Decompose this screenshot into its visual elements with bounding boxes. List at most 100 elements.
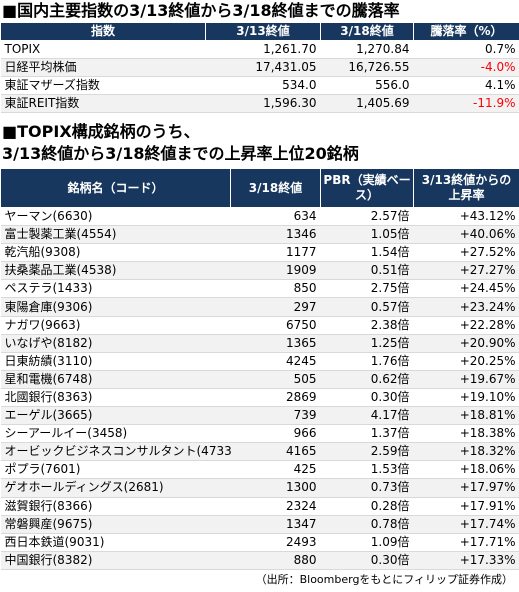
table-cell: 966	[230, 424, 321, 444]
table-cell: 0.28倍	[320, 497, 414, 516]
table-cell: TOPIX	[0, 40, 206, 59]
table-cell: 4165	[230, 442, 321, 462]
table-cell: 16,726.55	[320, 58, 414, 77]
table-cell: 850	[230, 279, 321, 299]
table-cell: 1.76倍	[320, 352, 414, 371]
table-cell: 1.25倍	[320, 334, 414, 353]
table-cell: 日経平均株価	[0, 58, 206, 77]
table-cell: 0.57倍	[320, 297, 414, 317]
table-cell: 0.7%	[413, 40, 519, 59]
table-cell: 4245	[230, 352, 321, 371]
table-cell: 505	[230, 370, 321, 389]
table-row: ゲオホールディングス(2681) 1300 0.73倍 +17.97%	[0, 478, 519, 498]
table-row: いなげや(8182) 1365 1.25倍 +20.90%	[0, 334, 519, 353]
table-cell: 2869	[230, 388, 321, 408]
table-cell: +40.06%	[413, 225, 519, 245]
table-row: 日経平均株価 17,431.05 16,726.55 -4.0%	[0, 58, 519, 77]
table-cell: 西日本鉄道(9031)	[0, 533, 231, 552]
table-cell: 0.51倍	[320, 261, 414, 281]
table-cell: 東証マザーズ指数	[0, 76, 206, 95]
table-cell: 2.59倍	[320, 442, 414, 462]
table-row: 日東紡績(3110) 4245 1.76倍 +20.25%	[0, 352, 519, 371]
table-cell: 1300	[230, 478, 321, 498]
table-row: TOPIX 1,261.70 1,270.84 0.7%	[0, 40, 519, 59]
table-cell: +18.06%	[413, 460, 519, 480]
table-cell: 739	[230, 406, 321, 426]
header-cell: 指数	[0, 22, 206, 41]
table-cell: ナガワ(9663)	[0, 316, 231, 335]
table-row: 北國銀行(8363) 2869 0.30倍 +19.10%	[0, 388, 519, 408]
table-cell: 1365	[230, 334, 321, 353]
table-cell: 日東紡績(3110)	[0, 352, 231, 371]
table-cell: 1347	[230, 515, 321, 534]
table-cell: +17.74%	[413, 515, 519, 534]
table-cell: 0.62倍	[320, 370, 414, 389]
table-cell: 1177	[230, 243, 321, 263]
table-row: 星和電機(6748) 505 0.62倍 +19.67%	[0, 370, 519, 389]
table-row: ナガワ(9663) 6750 2.38倍 +22.28%	[0, 316, 519, 335]
table-row: 常磐興産(9675) 1347 0.78倍 +17.74%	[0, 515, 519, 534]
table-cell: シーアールイー(3458)	[0, 424, 231, 444]
table-cell: 常磐興産(9675)	[0, 515, 231, 534]
table-row: 富士製薬工業(4554) 1346 1.05倍 +40.06%	[0, 225, 519, 245]
ranking-table: 銘柄名（コード） 3/18終値 PBR（実績ベース） 3/13終値からの上昇率 ヤーマン…	[0, 168, 519, 570]
table-row: 乾汽船(9308) 1177 1.54倍 +27.52%	[0, 243, 519, 263]
table-cell: 2493	[230, 533, 321, 552]
table-row: 滋賀銀行(8366) 2324 0.28倍 +17.91%	[0, 497, 519, 516]
table-cell: 534.0	[205, 76, 321, 95]
table-cell: -4.0%	[413, 58, 519, 77]
header-row: 指数 3/13終値 3/18終値 騰落率（%）	[0, 22, 519, 41]
table-cell: 星和電機(6748)	[0, 370, 231, 389]
header-cell: 3/18終値	[230, 168, 321, 208]
section-title: 3/13終値から3/18終値までの上昇率上位20銘柄	[2, 144, 359, 163]
section-title: ■TOPIX構成銘柄のうち、	[2, 122, 200, 141]
table-cell: +17.91%	[413, 497, 519, 516]
table-row: ペステラ(1433) 850 2.75倍 +24.45%	[0, 279, 519, 299]
table-cell: ペステラ(1433)	[0, 279, 231, 299]
table-cell: 880	[230, 551, 321, 570]
table-cell: 東証REIT指数	[0, 94, 206, 113]
table-cell: 425	[230, 460, 321, 480]
section-title: ■国内主要指数の3/13終値から3/18終値までの騰落率	[2, 1, 400, 20]
table-cell: +19.10%	[413, 388, 519, 408]
table-row: シーアールイー(3458) 966 1.37倍 +18.38%	[0, 424, 519, 444]
table-cell: 1,405.69	[320, 94, 414, 113]
table-row: ヤーマン(6630) 634 2.57倍 +43.12%	[0, 207, 519, 227]
table-cell: 2324	[230, 497, 321, 516]
table-cell: +22.28%	[413, 316, 519, 335]
table-cell: +18.81%	[413, 406, 519, 426]
table-cell: 17,431.05	[205, 58, 321, 77]
table-row: 中国銀行(8382) 880 0.30倍 +17.33%	[0, 551, 519, 570]
table-cell: 1.54倍	[320, 243, 414, 263]
table-cell: 中国銀行(8382)	[0, 551, 231, 570]
table-row: ポプラ(7601) 425 1.53倍 +18.06%	[0, 460, 519, 480]
table-cell: ヤーマン(6630)	[0, 207, 231, 227]
table-cell: ポプラ(7601)	[0, 460, 231, 480]
table-cell: 2.75倍	[320, 279, 414, 299]
table-cell: +27.27%	[413, 261, 519, 281]
table-cell: +18.38%	[413, 424, 519, 444]
table-row: 東陽倉庫(9306) 297 0.57倍 +23.24%	[0, 297, 519, 317]
table-cell: 634	[230, 207, 321, 227]
table-row: 東証REIT指数 1,596.30 1,405.69 -11.9%	[0, 94, 519, 113]
table-cell: オービックビジネスコンサルタント(4733)	[0, 442, 231, 462]
table-cell: 1,270.84	[320, 40, 414, 59]
table-cell: 1.53倍	[320, 460, 414, 480]
table-row: 西日本鉄道(9031) 2493 1.09倍 +17.71%	[0, 533, 519, 552]
table-row: 扶桑薬品工業(4538) 1909 0.51倍 +27.27%	[0, 261, 519, 281]
table-cell: 1.05倍	[320, 225, 414, 245]
table-cell: +18.32%	[413, 442, 519, 462]
header-cell: 騰落率（%）	[413, 22, 519, 41]
table-cell: 扶桑薬品工業(4538)	[0, 261, 231, 281]
table-cell: 2.57倍	[320, 207, 414, 227]
table-cell: 4.17倍	[320, 406, 414, 426]
table-cell: 2.38倍	[320, 316, 414, 335]
table-cell: 1909	[230, 261, 321, 281]
table-cell: 1346	[230, 225, 321, 245]
header-cell: 3/13終値	[205, 22, 321, 41]
table-cell: +23.24%	[413, 297, 519, 317]
table-cell: +17.97%	[413, 478, 519, 498]
header-row: 銘柄名（コード） 3/18終値 PBR（実績ベース） 3/13終値からの上昇率	[0, 168, 519, 208]
table-cell: 乾汽船(9308)	[0, 243, 231, 263]
table-cell: +20.25%	[413, 352, 519, 371]
